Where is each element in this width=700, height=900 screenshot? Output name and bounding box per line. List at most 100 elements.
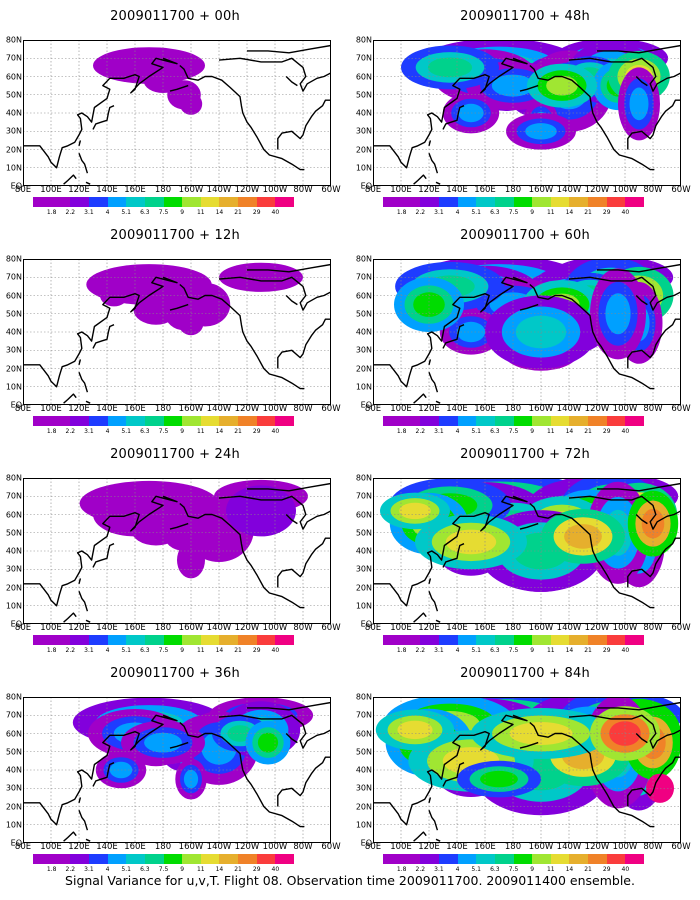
latitude-label: 80N — [5, 692, 22, 702]
latitude-label: 30N — [5, 783, 22, 793]
colorbar-swatch — [51, 416, 71, 426]
latitude-label: 40N — [355, 765, 372, 775]
latitude-label: 80N — [355, 35, 372, 45]
coastline — [92, 324, 115, 349]
variance-shading — [133, 295, 179, 325]
colorbar-label: 5.1 — [471, 866, 481, 873]
colorbar-swatch — [625, 854, 645, 864]
latitude-label: 70N — [5, 491, 22, 501]
colorbar-label: 29 — [602, 647, 611, 654]
colorbar-swatch — [457, 854, 477, 864]
coastline — [635, 733, 648, 744]
colorbar-label: 5.1 — [121, 428, 131, 435]
colorbar-swatch — [383, 416, 403, 426]
colorbar-label: 9 — [180, 209, 185, 216]
colorbar-label: 2.2 — [65, 209, 76, 216]
latitude-label: 50N — [355, 309, 372, 319]
longitude-label: 120W — [234, 404, 260, 414]
longitude-label: 140W — [556, 404, 582, 414]
coastline — [519, 84, 539, 92]
colorbar-swatch — [569, 854, 589, 864]
coastline — [285, 76, 298, 87]
longitude-label: 100W — [262, 404, 288, 414]
colorbar-label: 6.3 — [140, 209, 150, 216]
map-frame — [23, 478, 331, 624]
colorbar-swatch — [51, 635, 71, 645]
colorbar-swatch — [275, 197, 295, 207]
coastline — [179, 502, 305, 609]
colorbar-label: 29 — [252, 866, 261, 873]
longitude-label: 100W — [262, 623, 288, 633]
colorbar-swatch — [182, 635, 202, 645]
map-panel: 2009011700 + 36h 80N 70N 60N 50N 40N 30N 20N 10N… — [0, 657, 350, 882]
colorbar-label: 7.5 — [508, 866, 519, 873]
latitude-label: 40N — [355, 546, 372, 556]
colorbar-swatch — [33, 635, 53, 645]
colorbar-label: 21 — [234, 866, 242, 873]
colorbar-label: 14 — [565, 428, 574, 435]
latitude-label: 10N — [5, 601, 22, 611]
colorbar-swatch — [107, 854, 127, 864]
colorbar-swatch — [383, 635, 403, 645]
longitude-label: 120E — [68, 842, 90, 852]
longitude-label: 80W — [293, 842, 313, 852]
latitude-label: 30N — [355, 783, 372, 793]
colorbar-label: 21 — [584, 428, 592, 435]
colorbar-swatch — [532, 416, 552, 426]
longitude-label: 100E — [390, 404, 412, 414]
coastline — [78, 809, 89, 831]
coastline — [78, 578, 82, 584]
colorbar-swatch — [494, 854, 514, 864]
map-frame — [373, 478, 681, 624]
longitude-label: 80E — [364, 185, 382, 195]
latitude-label: 40N — [355, 108, 372, 118]
variance-shading — [445, 529, 497, 555]
coastline — [92, 105, 115, 130]
colorbar-label: 4 — [455, 647, 460, 654]
latitude-label: 20N — [355, 802, 372, 811]
coastline — [218, 57, 331, 92]
colorbar-swatch — [70, 197, 90, 207]
colorbar-swatch — [569, 635, 589, 645]
coastline — [428, 809, 439, 831]
latitude-label: 20N — [5, 583, 22, 592]
longitude-label: 140E — [96, 623, 118, 633]
coastline — [218, 714, 331, 749]
colorbar-label: 7.5 — [158, 428, 169, 435]
colorbar-label: 21 — [234, 647, 242, 654]
longitude-label: 140W — [206, 842, 232, 852]
colorbar-swatch — [126, 635, 146, 645]
longitude-label: 160E — [474, 185, 496, 195]
colorbar-label: 11 — [196, 428, 205, 435]
variance-map — [373, 697, 681, 843]
colorbar-label: 11 — [546, 866, 555, 873]
coastline — [442, 324, 465, 349]
colorbar-label: 2.2 — [415, 428, 426, 435]
colorbar-label: 1.8 — [46, 209, 57, 216]
coastline — [597, 482, 681, 492]
colorbar-swatch — [163, 635, 183, 645]
colorbar-label: 7.5 — [158, 209, 169, 216]
longitude-label: 160W — [528, 842, 554, 852]
latitude-label: 40N — [5, 108, 22, 118]
longitude-label: 120E — [418, 185, 440, 195]
colorbar-swatch — [275, 854, 295, 864]
coastline — [85, 838, 91, 842]
colorbar — [383, 854, 645, 864]
latitude-label: 80N — [355, 254, 372, 264]
colorbar-label: 3.1 — [84, 209, 94, 216]
colorbar-swatch — [550, 854, 570, 864]
longitude-label: 120W — [234, 623, 260, 633]
colorbar — [383, 416, 645, 426]
colorbar-label: 40 — [621, 428, 630, 435]
colorbar-swatch — [513, 854, 533, 864]
coastline — [169, 522, 189, 530]
latitude-label: 80N — [355, 692, 372, 702]
latitude-label: EQ — [10, 619, 22, 629]
colorbar-swatch — [182, 416, 202, 426]
colorbar-swatch — [144, 635, 164, 645]
latitude-label: 50N — [355, 747, 372, 757]
longitude-label: 140E — [446, 185, 468, 195]
colorbar-label: 40 — [271, 647, 280, 654]
colorbar-label: 6.3 — [490, 866, 500, 873]
